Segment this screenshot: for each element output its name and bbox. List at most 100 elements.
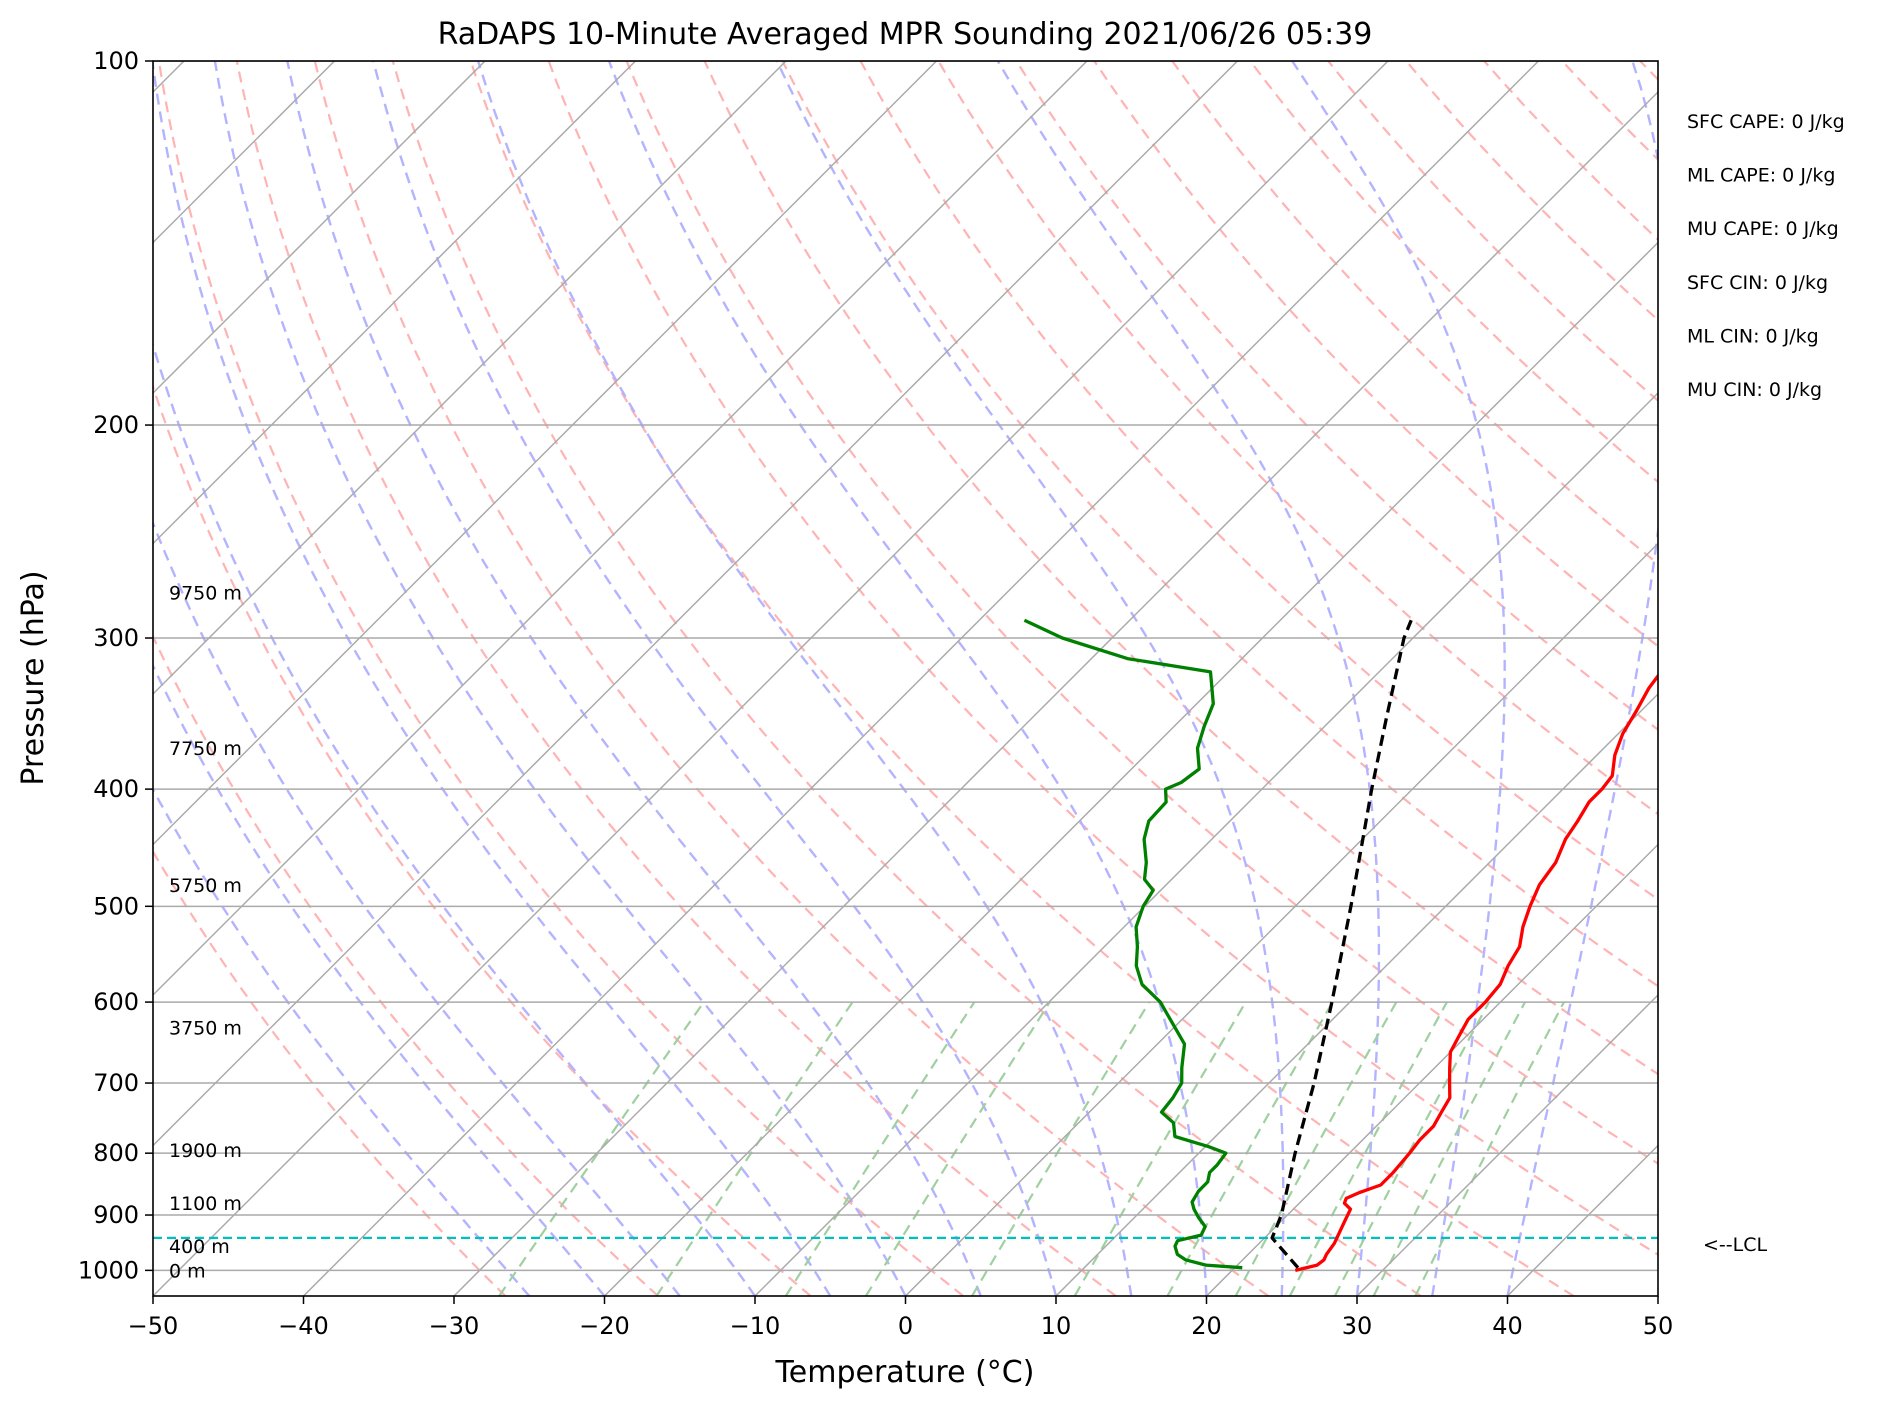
mixing-ratio-line	[655, 1001, 854, 1296]
y-tick-label: 200	[93, 411, 139, 439]
isotherm	[153, 61, 1389, 1296]
moist-adiabat	[476, 61, 1133, 1296]
isotherm	[1205, 843, 1658, 1296]
dry-adiabat	[1639, 61, 1658, 82]
dry-adiabat	[859, 61, 1658, 901]
height-label: 400 m	[169, 1236, 230, 1258]
stability-index: ML CAPE: 0 J/kg	[1687, 165, 1835, 187]
moist-adiabat	[1291, 61, 1506, 1296]
temperature-profile	[1294, 673, 1658, 1273]
stability-index: SFC CIN: 0 J/kg	[1687, 272, 1828, 294]
x-tick-label: 20	[1191, 1312, 1222, 1340]
isotherm	[153, 61, 938, 846]
dry-adiabat	[1718, 61, 1882, 1296]
mixing-ratio-line	[1372, 1001, 1526, 1296]
x-tick-label: 30	[1342, 1312, 1373, 1340]
isotherm	[302, 61, 1540, 1296]
x-tick-label: 10	[1041, 1312, 1072, 1340]
x-tick-label: −40	[278, 1312, 329, 1340]
moist-adiabat	[213, 61, 907, 1296]
isotherm	[153, 61, 486, 395]
isotherm	[603, 241, 1658, 1296]
y-tick-label: 800	[93, 1139, 139, 1167]
dry-adiabat	[1171, 61, 1658, 566]
y-axis-label: Pressure (hPa)	[16, 570, 51, 785]
dry-adiabat	[153, 383, 812, 1296]
isotherm	[153, 61, 637, 545]
parcel-path	[1270, 619, 1413, 1269]
x-tick-label: −50	[128, 1312, 179, 1340]
height-label: 0 m	[169, 1260, 206, 1282]
mixing-ratio-line	[1234, 1001, 1398, 1296]
isotherm	[453, 90, 1658, 1296]
dry-adiabat	[547, 61, 1658, 1256]
height-label: 3750 m	[169, 1018, 242, 1040]
isotherm	[754, 391, 1658, 1296]
y-tick-label: 600	[93, 988, 139, 1016]
dry-adiabat	[469, 61, 1575, 1296]
y-tick-label: 300	[93, 624, 139, 652]
mixing-ratio-line	[1166, 1001, 1334, 1296]
dry-adiabat	[153, 849, 507, 1296]
x-tick-label: 0	[898, 1312, 913, 1340]
height-label: 7750 m	[169, 738, 242, 760]
sounding-series	[153, 618, 1658, 1273]
mixing-ratio-line	[1073, 1001, 1247, 1296]
x-tick-label: 40	[1492, 1312, 1523, 1340]
stability-index: MU CIN: 0 J/kg	[1687, 379, 1822, 401]
height-label: 1100 m	[169, 1193, 242, 1215]
dry-adiabat	[1015, 61, 1658, 731]
x-axis-label: Temperature (°C)	[775, 1355, 1035, 1390]
dry-adiabat	[1561, 61, 1658, 162]
moist-adiabat	[153, 663, 606, 1296]
dry-adiabat	[157, 61, 964, 1296]
y-tick-label: 700	[93, 1069, 139, 1097]
moist-adiabat	[372, 61, 1058, 1296]
isotherm	[1506, 1144, 1658, 1296]
dry-adiabat	[391, 61, 1422, 1296]
y-tick-label: 1000	[78, 1256, 139, 1284]
isotherm	[153, 61, 1088, 997]
stability-index: ML CIN: 0 J/kg	[1687, 325, 1819, 347]
dry-adiabat	[313, 61, 1270, 1296]
moist-adiabat	[153, 61, 832, 1296]
y-tick-label: 500	[93, 892, 139, 920]
lcl-label: <--LCL	[1703, 1234, 1767, 1256]
mixing-ratio-line	[1414, 1001, 1565, 1296]
isotherm	[153, 61, 787, 696]
x-tick-label: −30	[429, 1312, 480, 1340]
stability-index: SFC CAPE: 0 J/kg	[1687, 111, 1845, 133]
moist-adiabat	[1506, 61, 1658, 1296]
height-label: 1900 m	[169, 1140, 242, 1162]
moist-adiabat	[153, 787, 531, 1296]
chart-title: RaDAPS 10-Minute Averaged MPR Sounding 2…	[438, 17, 1373, 52]
moist-adiabat	[153, 340, 756, 1296]
dry-adiabat	[235, 61, 1117, 1296]
moist-adiabat	[775, 61, 1285, 1296]
background-reference-lines	[153, 61, 1882, 1296]
isotherm	[904, 542, 1658, 1296]
y-tick-label: 400	[93, 775, 139, 803]
isotherm	[153, 61, 1239, 1147]
mixing-ratio-line	[784, 1001, 976, 1296]
dry-adiabat	[1483, 61, 1658, 242]
mixing-ratio-line	[971, 1001, 1151, 1296]
x-tick-label: −20	[579, 1312, 630, 1340]
x-tick-label: −10	[730, 1312, 781, 1340]
plot-frame	[152, 60, 1659, 1297]
isotherm	[1657, 1294, 1658, 1296]
isotherm	[1055, 692, 1658, 1296]
dry-adiabat	[1796, 61, 1882, 1296]
y-tick-label: 900	[93, 1201, 139, 1229]
dry-adiabat	[153, 634, 659, 1296]
isotherm	[1356, 993, 1658, 1296]
dry-adiabat	[1327, 61, 1658, 403]
y-tick-label: 100	[93, 47, 139, 75]
dewpoint-profile	[1023, 618, 1243, 1270]
dry-adiabat	[625, 61, 1658, 1165]
dry-adiabat	[781, 61, 1658, 988]
dry-adiabat	[703, 61, 1658, 1076]
